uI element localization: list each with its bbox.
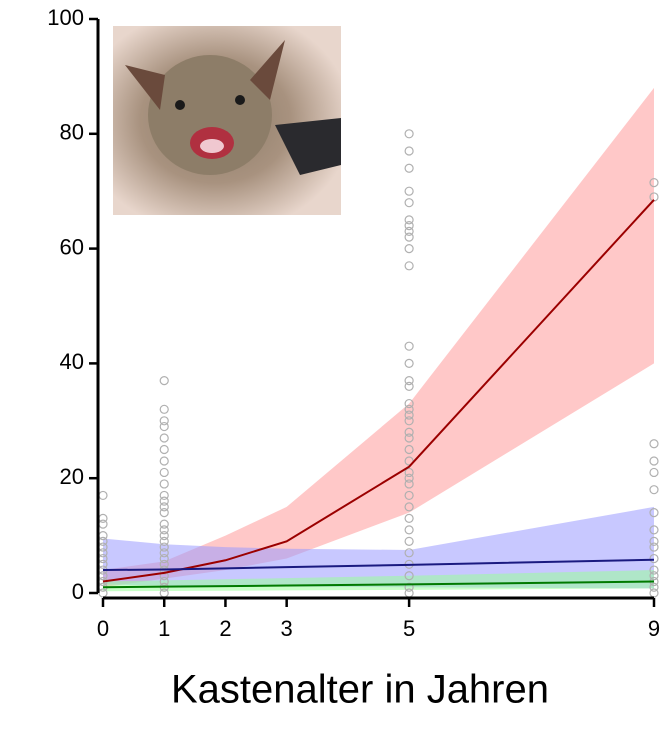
data-point bbox=[649, 525, 659, 535]
data-point bbox=[159, 479, 169, 489]
data-point bbox=[404, 548, 414, 558]
data-point bbox=[649, 582, 659, 592]
data-point bbox=[404, 146, 414, 156]
data-point bbox=[159, 433, 169, 443]
data-point bbox=[404, 261, 414, 271]
data-point bbox=[404, 473, 414, 483]
data-point bbox=[404, 129, 414, 139]
trend-line bbox=[102, 558, 655, 572]
x-tick-label: 9 bbox=[648, 616, 660, 641]
data-point bbox=[404, 186, 414, 196]
data-point bbox=[159, 553, 169, 564]
data-point bbox=[404, 410, 414, 420]
data-point bbox=[404, 444, 414, 455]
trend-line bbox=[102, 199, 655, 583]
data-point bbox=[404, 479, 414, 489]
x-tick-label: 5 bbox=[403, 616, 415, 641]
data-point bbox=[404, 404, 414, 414]
y-tick-label: 80 bbox=[60, 120, 84, 145]
data-point bbox=[404, 376, 414, 386]
data-point bbox=[159, 496, 169, 506]
data-point bbox=[404, 358, 414, 368]
plot-area: 0 20 40 60 80 100 0 1 2 3 5 9 bbox=[47, 5, 660, 641]
data-point bbox=[159, 376, 169, 386]
data-point bbox=[404, 215, 414, 225]
data-point bbox=[649, 467, 659, 478]
data-point bbox=[404, 226, 414, 236]
data-point bbox=[649, 456, 659, 466]
data-point bbox=[649, 508, 659, 518]
data-point bbox=[159, 508, 169, 518]
data-point bbox=[404, 433, 414, 443]
bat-photo bbox=[113, 26, 341, 215]
data-point bbox=[159, 444, 169, 455]
data-point bbox=[404, 398, 414, 409]
confidence-band bbox=[103, 87, 654, 588]
data-point bbox=[649, 536, 659, 546]
data-point bbox=[404, 467, 414, 478]
data-point bbox=[159, 416, 169, 426]
data-point bbox=[159, 525, 169, 535]
data-point bbox=[649, 542, 659, 552]
data-point bbox=[404, 582, 414, 592]
y-tick-label: 40 bbox=[60, 349, 84, 374]
data-point bbox=[404, 525, 414, 535]
data-point bbox=[649, 571, 659, 581]
x-tick-label: 0 bbox=[97, 616, 109, 641]
data-point bbox=[159, 502, 169, 512]
y-tick-label: 20 bbox=[60, 464, 84, 489]
y-tick-label: 60 bbox=[60, 234, 84, 259]
data-point bbox=[649, 588, 659, 598]
data-point bbox=[649, 565, 659, 575]
x-tick-label: 1 bbox=[158, 616, 170, 641]
data-point bbox=[98, 490, 108, 501]
data-point bbox=[649, 485, 659, 495]
x-tick-label: 2 bbox=[219, 616, 231, 641]
data-point bbox=[98, 519, 108, 529]
data-point bbox=[649, 439, 659, 449]
data-point bbox=[159, 467, 169, 478]
data-point bbox=[159, 404, 169, 414]
x-axis-label: Kastenalter in Jahren bbox=[171, 668, 549, 712]
data-point bbox=[404, 416, 414, 426]
data-point bbox=[404, 588, 414, 598]
y-tick-label: 0 bbox=[72, 579, 84, 604]
data-point bbox=[404, 221, 414, 231]
data-point bbox=[159, 559, 169, 569]
data-point bbox=[404, 490, 414, 501]
data-point bbox=[404, 232, 414, 242]
trend-line bbox=[102, 580, 655, 589]
data-point bbox=[404, 198, 414, 208]
data-point bbox=[649, 177, 659, 188]
data-point bbox=[404, 513, 414, 523]
data-point bbox=[159, 519, 169, 529]
data-point bbox=[404, 571, 414, 581]
data-point bbox=[159, 456, 169, 466]
data-point bbox=[159, 542, 169, 552]
data-point bbox=[159, 421, 169, 432]
data-point bbox=[404, 341, 414, 351]
data-point bbox=[159, 490, 169, 501]
data-point bbox=[159, 530, 169, 541]
data-point bbox=[404, 381, 414, 391]
y-tick-label: 100 bbox=[47, 5, 84, 30]
data-point bbox=[159, 576, 169, 587]
data-point bbox=[404, 502, 414, 512]
data-point bbox=[404, 244, 414, 254]
data-point bbox=[404, 163, 414, 173]
data-point bbox=[649, 553, 659, 564]
data-point bbox=[159, 548, 169, 558]
data-point bbox=[159, 536, 169, 546]
data-point bbox=[159, 571, 169, 581]
data-point bbox=[404, 536, 414, 546]
data-point bbox=[404, 427, 414, 437]
x-tick-label: 3 bbox=[281, 616, 293, 641]
